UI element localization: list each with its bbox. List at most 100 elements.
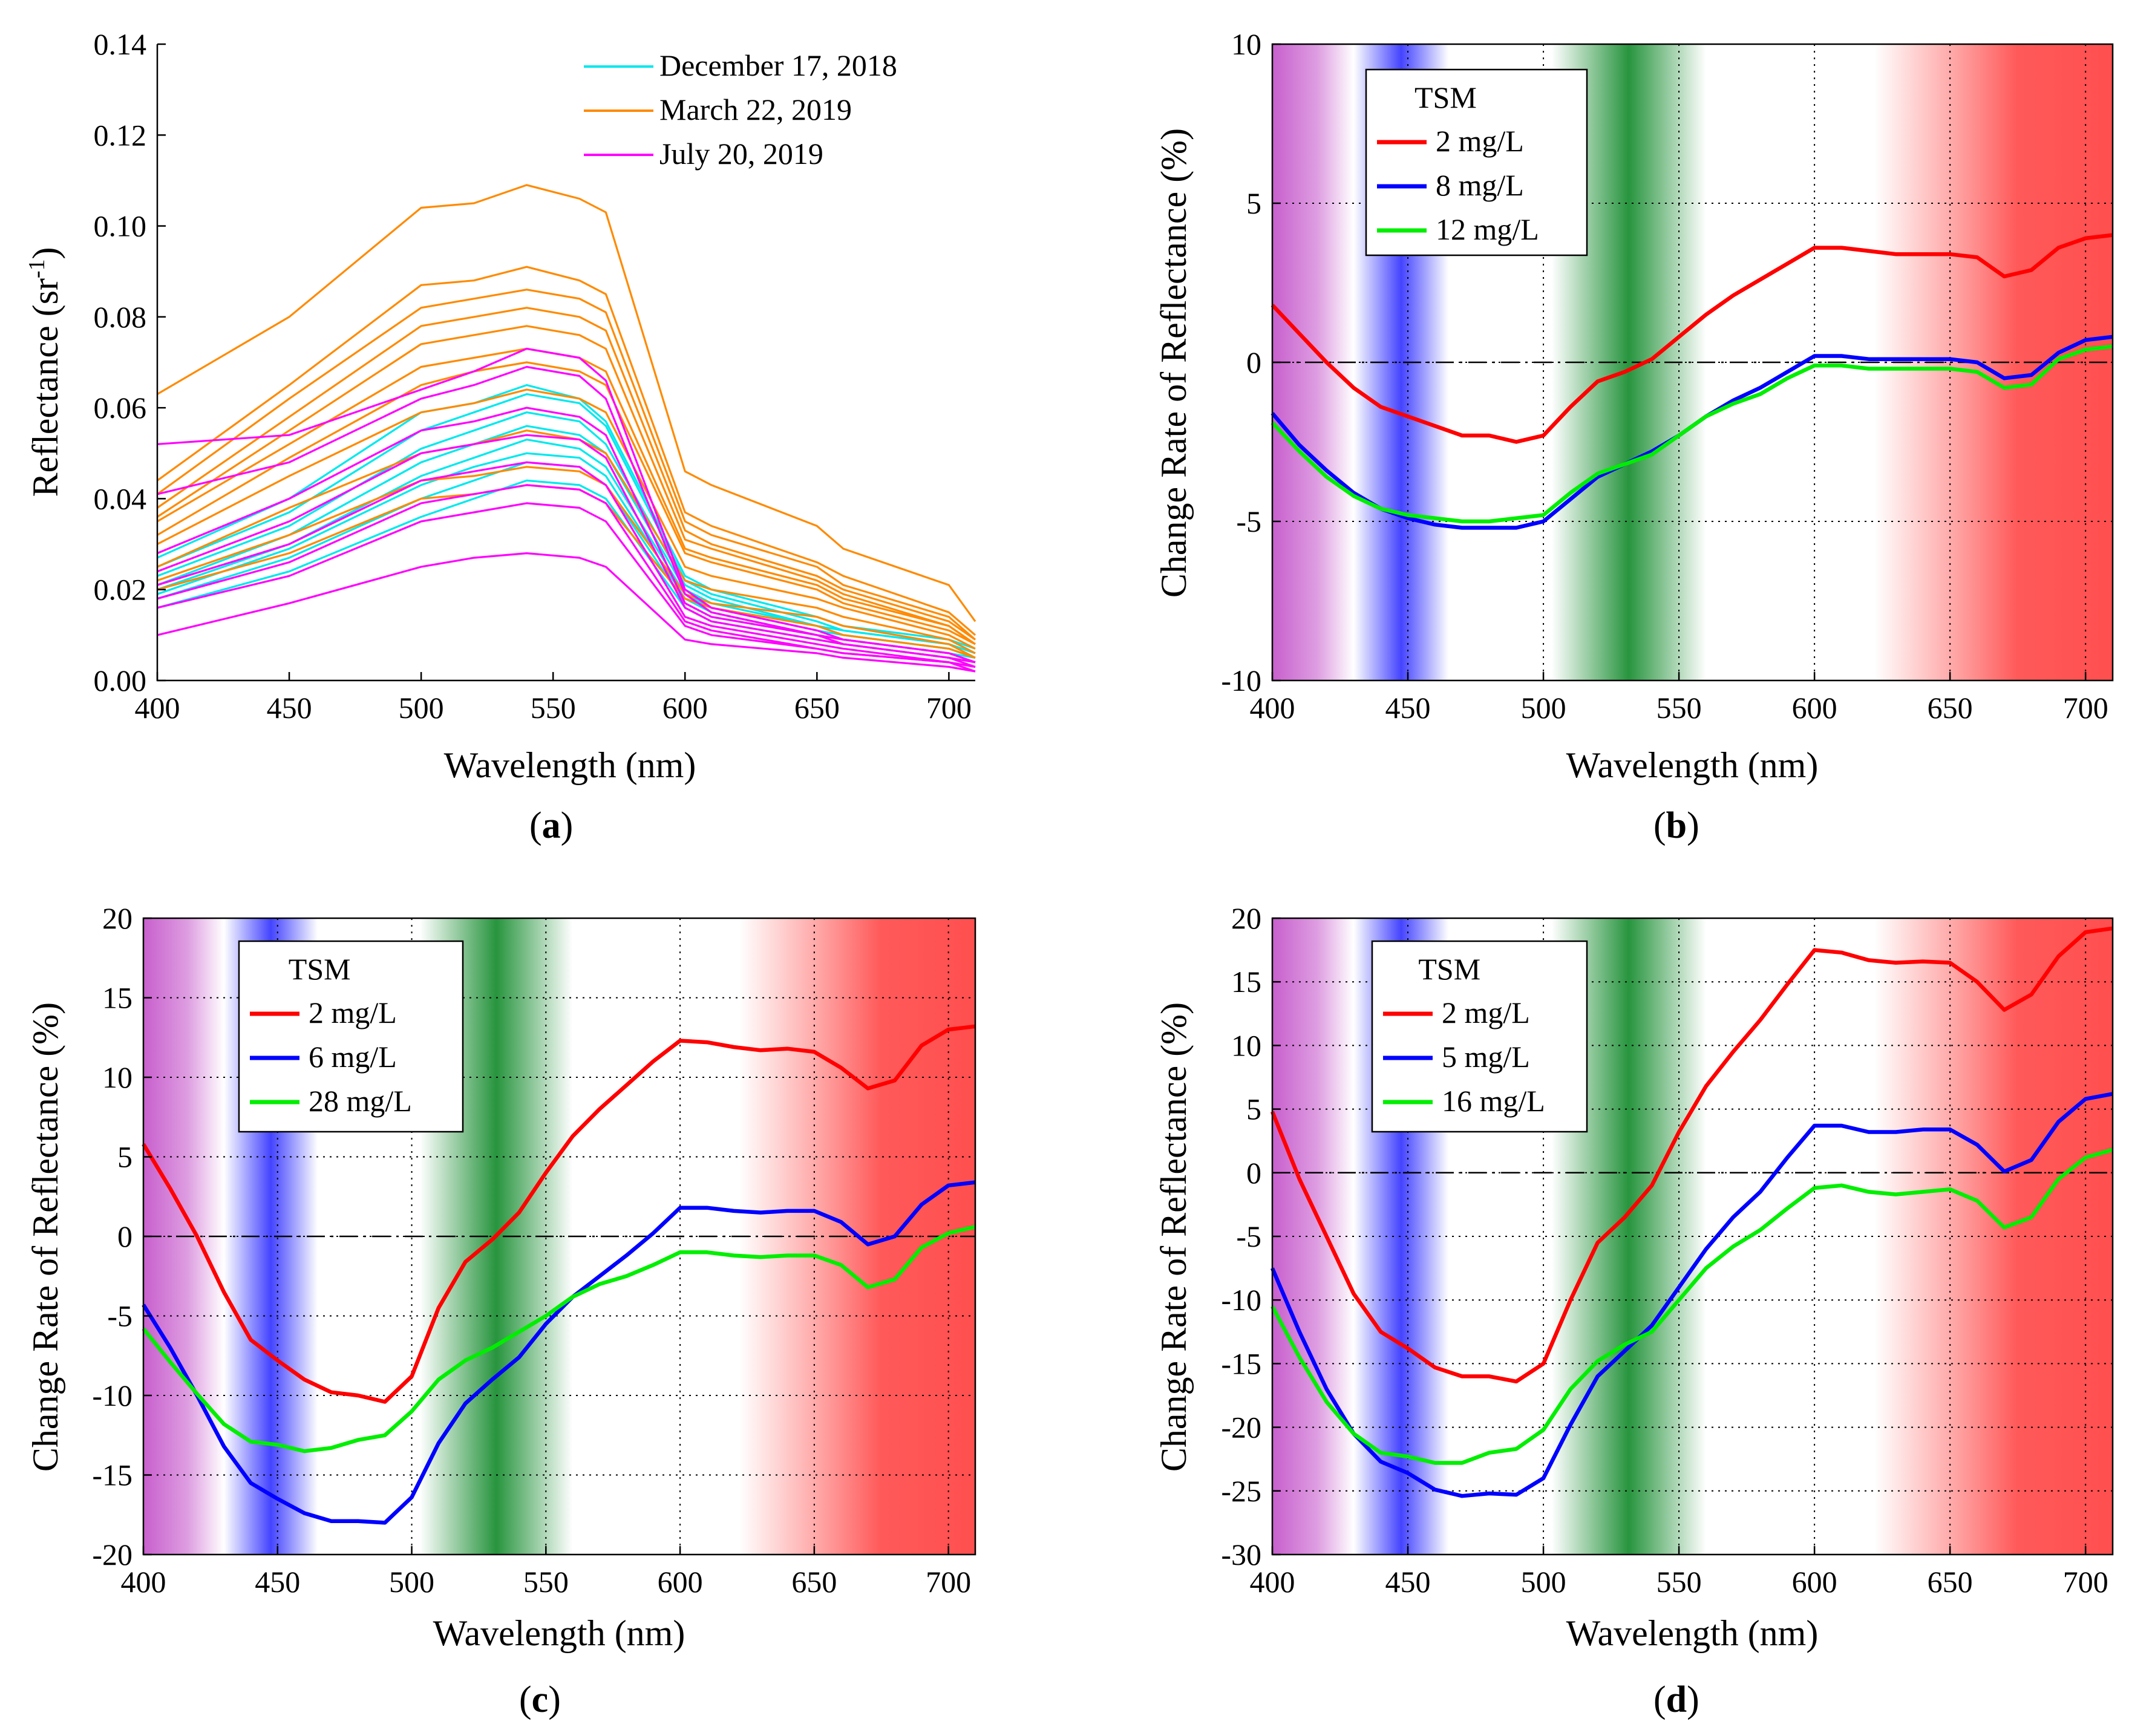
legend-label: 16 mg/L <box>1442 1084 1545 1118</box>
series-line <box>142 1225 976 1454</box>
x-tick-label: 600 <box>658 1565 703 1599</box>
legend-label: December 17, 2018 <box>659 48 897 82</box>
legend-box <box>1365 68 1588 256</box>
y-tick-label: 20 <box>1231 901 1261 935</box>
series-line <box>157 552 976 673</box>
series-line <box>157 325 976 645</box>
legend-title: TSM <box>289 952 351 986</box>
series-line <box>142 1180 976 1525</box>
panel-c-curves <box>142 1024 976 1525</box>
series-line <box>157 347 976 645</box>
panel-a-axes <box>156 44 975 682</box>
series-line <box>157 425 976 659</box>
panel-c-ylabel: Change Rate of Reflectance (%) <box>25 1002 65 1472</box>
panel-a-curves <box>157 184 976 673</box>
y-tick-label: -25 <box>1221 1474 1261 1508</box>
panel-d-xlabel: Wavelength (nm) <box>1566 1613 1819 1653</box>
y-tick-label: 0.08 <box>94 300 147 334</box>
x-tick-label: 700 <box>926 691 972 725</box>
series-line <box>157 388 976 650</box>
y-tick-label: 10 <box>1231 27 1261 61</box>
series-line <box>1271 233 2113 444</box>
panel-d-curves <box>1270 926 2113 1498</box>
x-tick-label: 650 <box>1928 691 1973 725</box>
x-tick-label: 500 <box>389 1565 434 1599</box>
panel-d-bands <box>1272 918 2113 1555</box>
y-tick-label: -5 <box>1236 504 1261 538</box>
y-tick-label: 10 <box>102 1060 132 1094</box>
panel-a-xlabel: Wavelength (nm) <box>444 745 696 785</box>
x-tick-label: 600 <box>662 691 708 725</box>
y-tick-label: 15 <box>1231 965 1261 999</box>
panel-d-red-band <box>1874 918 2113 1555</box>
panel-d: 400 450 500 550 600 650 700 -30 -25 -20 -15 -10 -5 0… <box>1154 901 2114 1720</box>
y-tick-label: -30 <box>1221 1538 1261 1571</box>
panel-b-label: (b) <box>1653 805 1699 846</box>
panel-c: 400 450 500 550 600 650 700 -20 -15 -10 -5 0 5 10 15 2… <box>25 901 976 1720</box>
x-tick-label: 450 <box>1385 1565 1431 1599</box>
x-tick-label: 400 <box>135 691 180 725</box>
series-line <box>157 439 976 659</box>
x-tick-label: 700 <box>2063 1565 2108 1599</box>
series-line <box>157 479 976 664</box>
x-tick-label: 500 <box>399 691 444 725</box>
x-tick-label: 650 <box>791 1565 837 1599</box>
y-tick-label: -15 <box>1221 1346 1261 1380</box>
y-tick-label: 0.12 <box>94 118 147 152</box>
panel-b-xlabel: Wavelength (nm) <box>1566 745 1819 785</box>
y-tick-label: -10 <box>92 1379 132 1412</box>
series-line <box>142 1024 976 1404</box>
legend-label: 2 mg/L <box>1436 124 1524 158</box>
series-line <box>157 466 976 659</box>
y-tick-label: 0.00 <box>94 664 147 697</box>
series-line <box>157 461 976 668</box>
y-tick-label: 0.06 <box>94 391 147 425</box>
panel-c-legend: TSM 2 mg/L 6 mg/L 28 mg/L <box>238 940 464 1133</box>
y-tick-label: -10 <box>1221 1283 1261 1317</box>
panel-a-xticks: 400 450 500 550 600 650 700 <box>135 672 972 725</box>
panel-d-ylabel: Change Rate of Reflectance (%) <box>1154 1002 1194 1472</box>
y-tick-label: -20 <box>92 1538 132 1571</box>
x-tick-label: 550 <box>531 691 576 725</box>
x-tick-label: 550 <box>1656 691 1702 725</box>
panel-a-legend: December 17, 2018 March 22, 2019 July 20, … <box>584 48 897 171</box>
y-tick-label: 20 <box>102 901 132 935</box>
x-tick-label: 400 <box>121 1565 166 1599</box>
panel-a-yticks: 0.00 0.02 0.04 0.06 0.08 0.10 0.12 0.14 <box>94 27 166 697</box>
legend-label: 28 mg/L <box>309 1084 412 1118</box>
y-tick-label: 0.10 <box>94 209 147 243</box>
y-tick-label: 0.04 <box>94 481 147 515</box>
x-tick-label: 600 <box>1792 1565 1837 1599</box>
panel-c-label: (c) <box>519 1679 561 1720</box>
y-tick-label: 5 <box>1246 1092 1261 1126</box>
panel-b-xticks: 400 450 500 550 600 650 700 <box>1250 672 2108 725</box>
y-tick-label: -5 <box>1236 1219 1261 1253</box>
panel-a-axis-lines <box>156 44 975 682</box>
panel-b: 400 450 500 550 600 650 700 -10 -5 0 5 10 Waveleng… <box>1154 27 2114 846</box>
x-tick-label: 450 <box>1385 691 1431 725</box>
y-tick-label: 0 <box>1246 1156 1261 1190</box>
legend-label: 5 mg/L <box>1442 1040 1530 1074</box>
legend-label: 12 mg/L <box>1436 212 1539 246</box>
x-tick-label: 600 <box>1792 691 1837 725</box>
y-tick-label: 5 <box>1246 186 1261 220</box>
panel-b-yticks: -10 -5 0 5 10 <box>1221 27 1281 697</box>
y-tick-label: -5 <box>107 1299 132 1333</box>
panel-b-curves <box>1271 233 2113 530</box>
x-tick-label: 500 <box>1521 691 1566 725</box>
y-tick-label: 0.14 <box>94 27 147 61</box>
series-line <box>157 365 976 664</box>
panel-d-yticks: -30 -25 -20 -15 -10 -5 0 5 10 15 20 <box>1221 901 1281 1571</box>
x-tick-label: 650 <box>794 691 840 725</box>
legend-title: TSM <box>1418 952 1480 986</box>
series-line <box>157 289 976 641</box>
x-tick-label: 500 <box>1521 1565 1566 1599</box>
panel-a: 400 450 500 550 600 650 700 0.000.020.040.060.… <box>24 27 976 846</box>
series-line <box>157 307 976 641</box>
series-line <box>1271 1092 2113 1498</box>
y-tick-label: -20 <box>1221 1411 1261 1444</box>
y-tick-label: -15 <box>92 1458 132 1492</box>
legend-label: 2 mg/L <box>1442 996 1530 1030</box>
legend-title: TSM <box>1414 80 1477 114</box>
